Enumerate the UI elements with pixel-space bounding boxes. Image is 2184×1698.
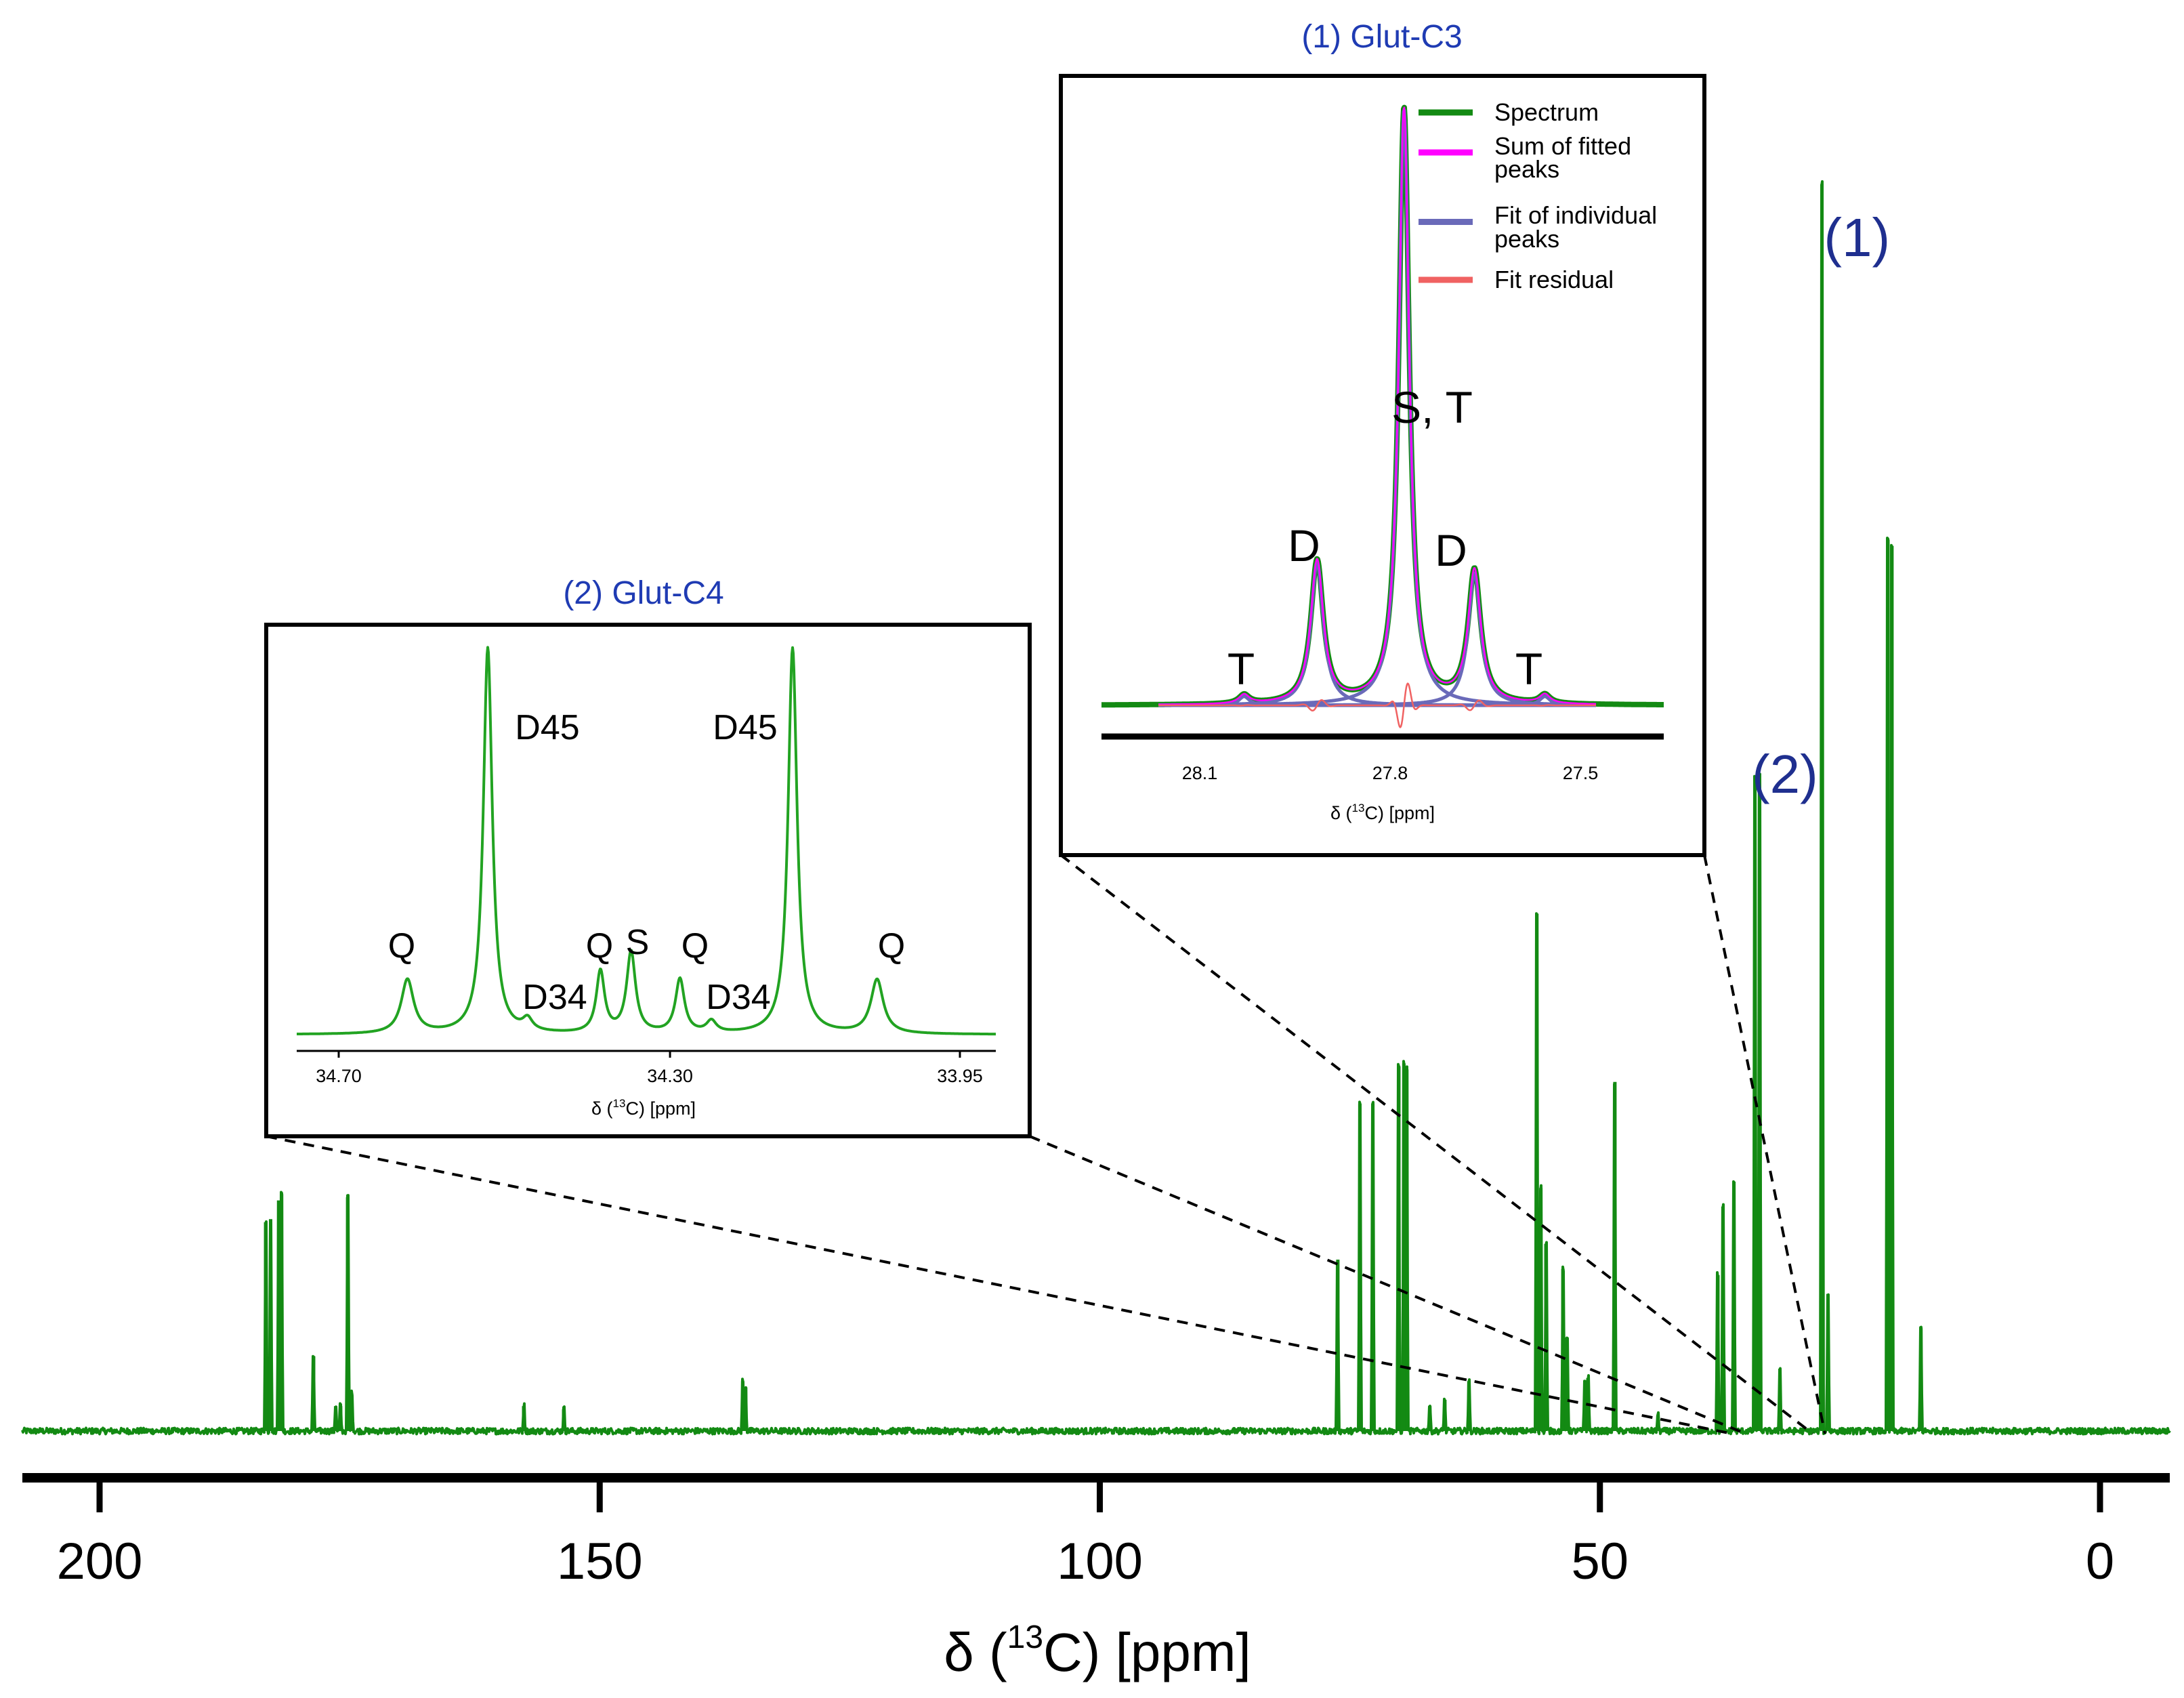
main-x-tick-label: 50 [1571,1533,1629,1590]
main-x-tick-label: 0 [2086,1533,2114,1590]
inset-c3-x-tick-label: 27.8 [1372,763,1408,783]
inset-c4-title: (2) Glut-C4 [563,575,723,611]
inset-c4-peak-label: Q [878,926,905,966]
inset-c3-legend-label: Sum of fitted [1494,132,1631,160]
connector-c4-right [1029,1135,1746,1435]
inset-c4-x-tick-label: 34.30 [647,1066,693,1086]
main-x-ticks: 200 150 100 50 0 [57,1478,2114,1590]
inset-c4-peak-label: D34 [522,978,587,1017]
inset-c3-x-tick-label: 27.5 [1563,763,1599,783]
zoom-connectors [266,854,1826,1435]
inset-c4-x-ticks: 34.70 34.30 33.95 [316,1051,983,1086]
main-spectrum-line [21,180,2171,1436]
inset-c3-legend-label: Spectrum [1494,98,1599,126]
inset-c3-legend-label: peaks [1494,155,1559,183]
connector-c4-left [266,1135,1733,1435]
inset-c4-spectrum-line [296,646,996,1036]
main-annotation-label: (2) [1752,744,1818,804]
inset-c4-peak-label: S [626,923,650,962]
inset-glut-c3: (1) Glut-C3 28.1 27.8 27.5 T D S, T D T δ (13C… [1059,19,1706,857]
inset-c3-legend-label: peaks [1494,225,1559,253]
connector-c3-left [1059,854,1814,1435]
inset-c4-x-axis-title: δ (13C) [ppm] [591,1097,696,1119]
inset-c3-x-axis-title: δ (13C) [ppm] [1330,802,1435,823]
inset-c4-peak-label: Q [586,926,613,966]
main-plot: 200 150 100 50 0 δ (13C) [ppm] (1) (2) [21,180,2171,1682]
inset-c3-x-tick-label: 28.1 [1182,763,1218,783]
inset-c3-peak-label: D [1288,520,1320,571]
inset-c4-peak-label: Q [388,926,415,966]
inset-c4-peak-label: D45 [713,708,777,747]
connector-c3-right [1703,854,1826,1434]
inset-c3-legend-label: Fit of individual [1494,201,1657,229]
inset-c4-frame [264,623,1032,1138]
main-x-tick-label: 150 [557,1533,643,1590]
inset-c3-peak-label: T [1227,644,1255,694]
inset-c3-legend-label: Fit residual [1494,266,1614,293]
inset-c4-peak-label: D45 [515,708,579,747]
inset-c4-x-tick-label: 34.70 [316,1066,362,1086]
inset-c4-peak-label: Q [681,926,709,966]
inset-c3-sum-fit-line [1158,106,1597,705]
inset-c3-x-ticks: 28.1 27.8 27.5 [1182,763,1599,783]
inset-c3-title: (1) Glut-C3 [1301,19,1462,55]
main-x-tick-label: 100 [1057,1533,1143,1590]
inset-c3-peak-labels: T D S, T D T [1227,382,1542,694]
inset-c3-residual-line [1158,682,1597,728]
main-annotation-label: (1) [1824,207,1890,268]
inset-c4-peak-label: D34 [706,978,770,1017]
inset-c3-frame [1059,74,1706,857]
inset-c3-peak-label: S, T [1391,382,1473,432]
main-x-tick-label: 200 [57,1533,143,1590]
inset-c3-peak-label: T [1515,644,1542,694]
inset-c4-x-tick-label: 33.95 [937,1066,983,1086]
main-peak-annotations: (1) (2) [1752,207,1890,804]
inset-c3-peak-label: D [1435,525,1467,575]
main-peaks [264,184,1923,1431]
main-x-axis-title: δ (13C) [ppm] [944,1619,1251,1682]
